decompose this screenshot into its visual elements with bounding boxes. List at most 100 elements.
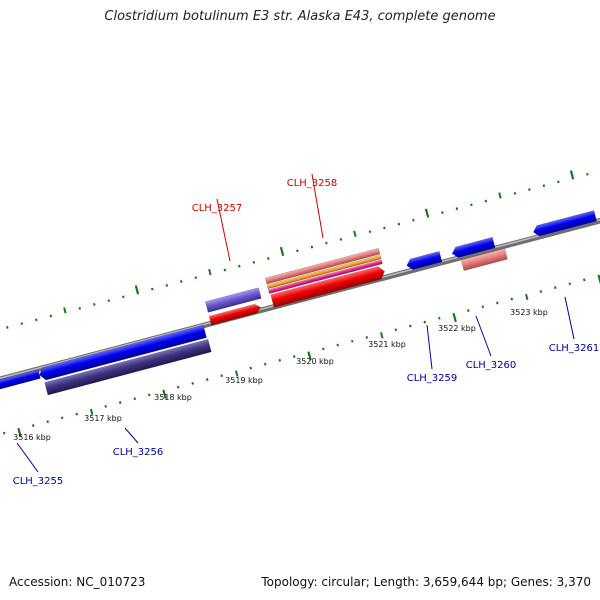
gene-feature-block [270,266,385,308]
tick-mark [122,295,125,299]
tick-mark [424,208,430,218]
tick-mark [394,328,398,332]
tick-mark [365,335,369,339]
tick-mark [496,301,499,305]
tick-mark [557,180,560,184]
tick-mark [147,393,151,397]
gene-feature-block [451,236,496,258]
tick-mark [118,401,122,404]
scale-label: 3518 kbp [154,393,192,402]
tick-mark [20,322,24,326]
tick-mark [307,351,312,361]
gene-feature-block [267,259,383,294]
tick-mark [104,404,107,408]
tick-mark [191,381,194,385]
map-title: Clostridium botulinum E3 str. Alaska E43… [104,9,496,24]
tick-mark [322,347,325,351]
tick-mark [234,370,239,377]
tick-mark [46,420,49,424]
tick-mark [455,207,459,211]
tick-mark [279,246,285,257]
tick-mark [353,230,357,237]
tick-mark [162,389,167,399]
gene-label: CLH_3255 [13,476,64,487]
tick-mark [423,320,427,324]
tick-mark [89,408,94,416]
tick-mark [310,245,314,249]
tick-mark [151,287,154,291]
tick-mark [380,332,384,339]
tick-mark [263,362,267,366]
tick-mark [525,293,529,301]
gene-feature-block [533,210,598,237]
tick-mark [467,309,470,312]
tick-mark [220,374,223,378]
tick-mark [60,416,64,420]
tick-mark [63,307,67,314]
gene-label-leader [564,296,575,340]
scale-label: 3522 kbp [438,324,476,333]
tick-mark [325,241,328,245]
tick-mark [208,268,212,276]
tick-mark [252,260,256,264]
scale-label: 3517 kbp [84,414,122,423]
gene-label: CLH_3257 [192,203,243,214]
tick-mark [165,283,169,287]
tick-mark [397,222,401,226]
gene-label-leader [475,315,492,357]
tick-mark [542,184,546,188]
gene-label-leader [124,427,139,444]
tick-mark [569,170,575,180]
tick-mark [194,276,198,280]
gene-label: CLH_3261 [549,343,600,354]
tick-mark [75,412,78,416]
tick-mark [267,257,270,260]
tick-mark [278,358,282,362]
gene-feature-block [460,248,508,272]
tick-mark [336,343,340,347]
gene-label: CLH_3258 [287,178,338,189]
tick-mark [441,211,444,214]
gene-feature-block [44,338,212,396]
tick-mark [438,316,441,320]
tick-mark [78,306,82,310]
tick-mark [2,431,6,435]
gene-label-leader [311,173,324,239]
tick-mark [470,203,473,207]
scale-label: 3516 kbp [13,433,51,442]
tick-mark [31,424,35,427]
gene-feature-block [406,250,443,270]
tick-mark [17,427,22,438]
tick-mark [583,278,586,282]
tick-mark [205,378,209,381]
tick-mark [249,366,253,370]
tick-mark [35,318,38,322]
tick-mark [49,314,53,318]
gene-feature-block [204,287,262,313]
tick-mark [238,264,241,268]
gene-features [0,210,598,411]
accession-text: Accession: NC_010723 [9,575,146,589]
tick-mark [368,230,372,234]
scale-label: 3519 kbp [225,376,263,385]
tick-mark [409,324,412,328]
tick-mark [93,303,96,306]
genome-summary-text: Topology: circular; Length: 3,659,644 bp… [261,575,591,589]
tick-mark [498,192,502,199]
tick-mark [452,312,457,323]
tick-mark [484,199,488,203]
gene-feature-block [0,369,41,411]
scale-label: 3520 kbp [296,357,334,366]
gene-label: CLH_3256 [113,447,164,458]
gene-feature-block [264,247,381,285]
tick-mark [292,355,296,358]
tick-mark [568,282,572,286]
tick-mark [528,188,531,191]
tick-mark [296,249,299,253]
tick-mark [554,286,557,289]
tick-mark [133,397,136,401]
tick-mark [6,326,9,329]
gene-label: CLH_3259 [407,373,458,384]
tick-mark [383,226,386,230]
